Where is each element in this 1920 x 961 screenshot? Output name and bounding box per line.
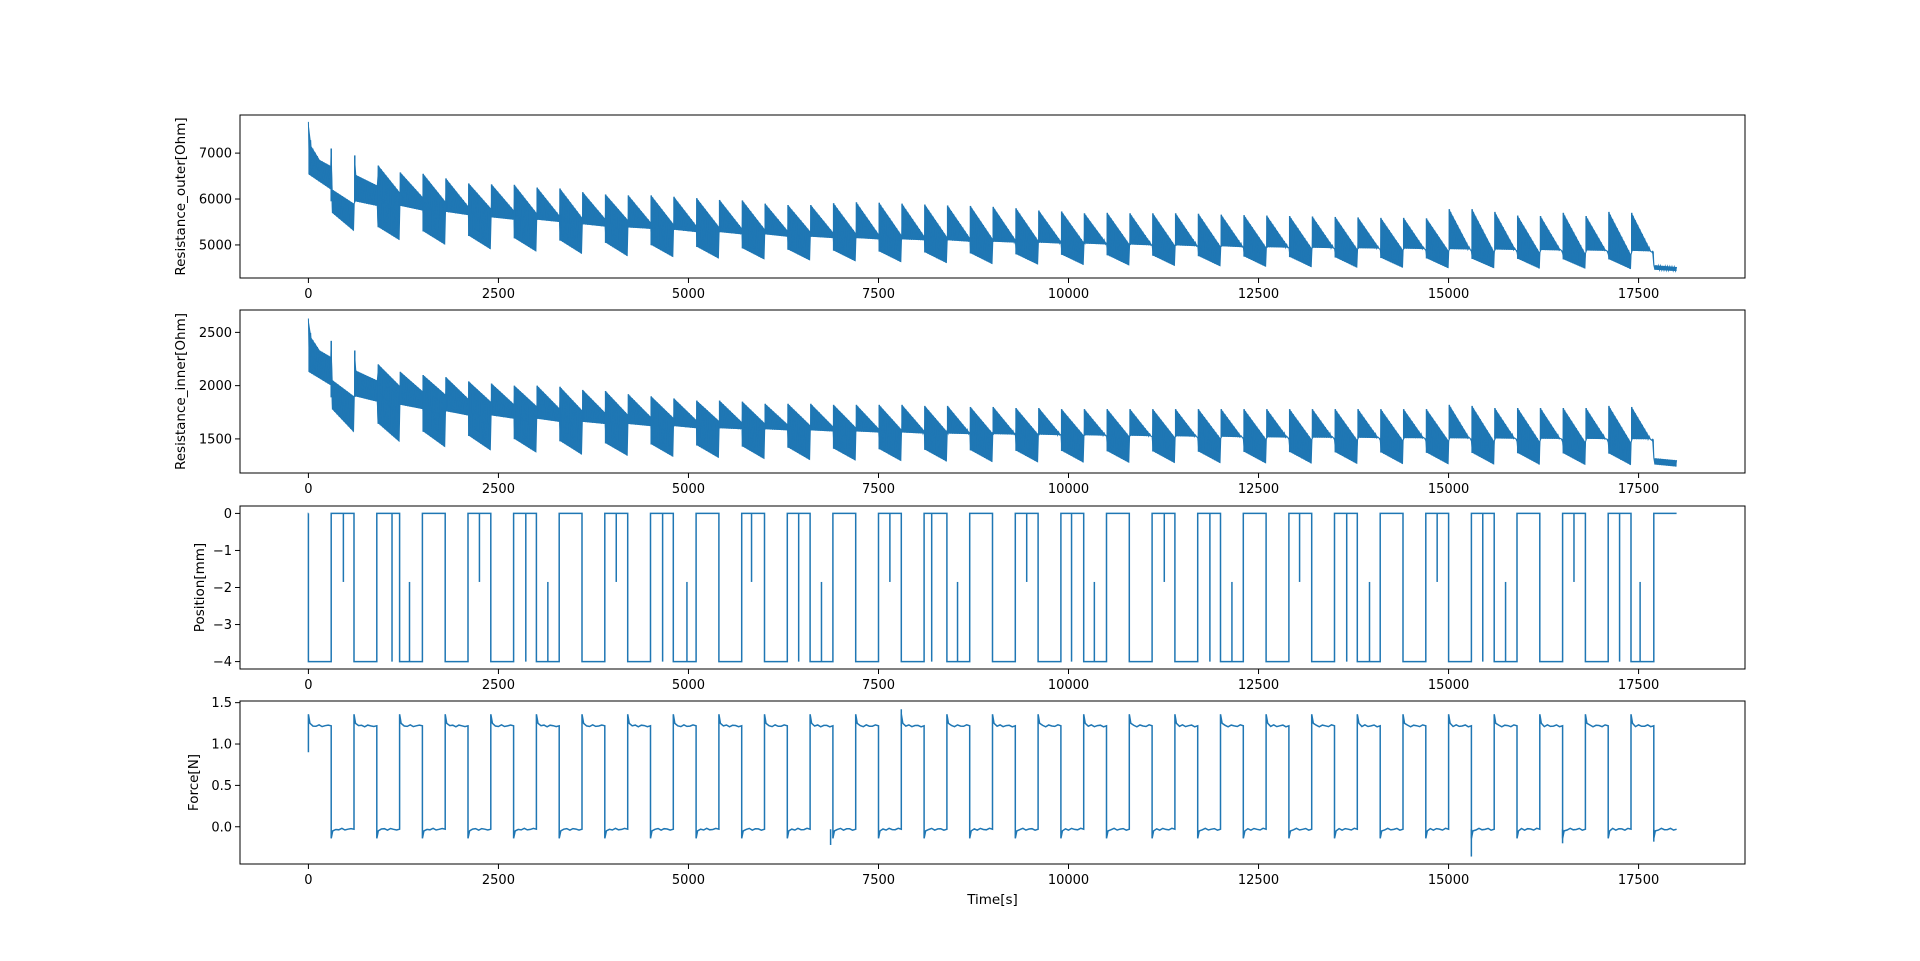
x-tick-label: 7500	[862, 482, 895, 497]
x-tick-label: 15000	[1428, 678, 1469, 693]
x-tick-label: 7500	[862, 873, 895, 888]
x-tick-label: 5000	[672, 287, 705, 302]
x-tick-label: 17500	[1618, 287, 1659, 302]
x-tick-label: 2500	[482, 287, 515, 302]
x-tick-label: 2500	[482, 873, 515, 888]
x-tick-label: 10000	[1048, 678, 1089, 693]
y-axis-ticks: 5000 6000 7000	[199, 147, 240, 253]
x-tick-label: 0	[304, 287, 312, 302]
y-tick-label: 0.0	[211, 820, 232, 835]
series-line	[307, 318, 1678, 467]
y-tick-label: −2	[213, 581, 232, 596]
axes-frame	[239, 309, 1746, 474]
x-tick-label: 2500	[482, 678, 515, 693]
x-tick-label: 12500	[1238, 678, 1279, 693]
y-tick-label: 1500	[199, 432, 232, 447]
x-tick-label: 15000	[1428, 287, 1469, 302]
y-tick-label: 1.0	[211, 738, 232, 753]
x-tick-label: 0	[304, 873, 312, 888]
x-tick-label: 7500	[862, 678, 895, 693]
y-tick-label: 5000	[199, 238, 232, 253]
y-axis-label: Position[mm]	[192, 543, 208, 632]
axes-frame	[239, 114, 1746, 279]
y-tick-label: −3	[213, 618, 232, 633]
x-tick-label: 7500	[862, 287, 895, 302]
x-tick-label: 15000	[1428, 873, 1469, 888]
x-tick-label: 5000	[672, 678, 705, 693]
x-tick-label: 5000	[672, 873, 705, 888]
y-axis-label: Force[N]	[186, 754, 202, 811]
y-axis-ticks: 0.0 0.5 1.0 1.5	[211, 696, 240, 835]
plot-area	[307, 318, 1678, 467]
x-tick-label: 0	[304, 482, 312, 497]
x-tick-label: 0	[304, 678, 312, 693]
y-axis-ticks: −4 −3 −2 −1 0	[213, 507, 240, 670]
x-tick-label: 17500	[1618, 873, 1659, 888]
panel-force: 0 2500 5000 7500 10000 12500 15000 17500 0.0 0.5…	[186, 696, 1746, 908]
x-axis-ticks: 0 2500 5000 7500 10000 12500 15000 17500	[304, 278, 1659, 302]
y-tick-label: 0.5	[211, 779, 232, 794]
x-tick-label: 17500	[1618, 482, 1659, 497]
y-tick-label: 6000	[199, 193, 232, 208]
y-tick-label: 2000	[199, 379, 232, 394]
y-axis-label: Resistance_outer[Ohm]	[173, 117, 189, 275]
y-tick-label: 1.5	[211, 696, 232, 711]
axes-frame	[239, 700, 1746, 865]
x-tick-label: 2500	[482, 482, 515, 497]
y-tick-label: 2500	[199, 326, 232, 341]
series-line	[307, 121, 1678, 273]
y-tick-label: −1	[213, 544, 232, 559]
x-tick-label: 17500	[1618, 678, 1659, 693]
series-line	[307, 512, 1677, 663]
x-tick-label: 10000	[1048, 482, 1089, 497]
x-axis-ticks: 0 2500 5000 7500 10000 12500 15000 17500	[304, 473, 1659, 497]
x-axis-ticks: 0 2500 5000 7500 10000 12500 15000 17500	[304, 864, 1659, 888]
plot-area	[307, 512, 1677, 663]
series-line	[307, 714, 1677, 839]
y-tick-label: 7000	[199, 147, 232, 162]
x-axis-ticks: 0 2500 5000 7500 10000 12500 15000 17500	[304, 669, 1659, 693]
panel-resistance-outer: 0 2500 5000 7500 10000 12500 15000 17500 5000 60…	[173, 114, 1746, 302]
x-tick-label: 5000	[672, 482, 705, 497]
x-tick-label: 12500	[1238, 482, 1279, 497]
panel-resistance-inner: 0 2500 5000 7500 10000 12500 15000 17500 1500 20…	[173, 309, 1746, 497]
x-tick-label: 10000	[1048, 287, 1089, 302]
x-tick-label: 10000	[1048, 873, 1089, 888]
x-tick-label: 12500	[1238, 287, 1279, 302]
plot-area	[307, 709, 1677, 857]
x-axis-label: Time[s]	[966, 892, 1018, 908]
panel-position: 0 2500 5000 7500 10000 12500 15000 17500 −4 −3 −2…	[192, 505, 1746, 693]
y-tick-label: −4	[213, 655, 232, 670]
y-tick-label: 0	[224, 507, 232, 522]
y-axis-ticks: 1500 2000 2500	[199, 326, 240, 447]
x-tick-label: 15000	[1428, 482, 1469, 497]
x-tick-label: 12500	[1238, 873, 1279, 888]
plot-area	[307, 121, 1678, 273]
y-axis-label: Resistance_inner[Ohm]	[173, 313, 189, 470]
